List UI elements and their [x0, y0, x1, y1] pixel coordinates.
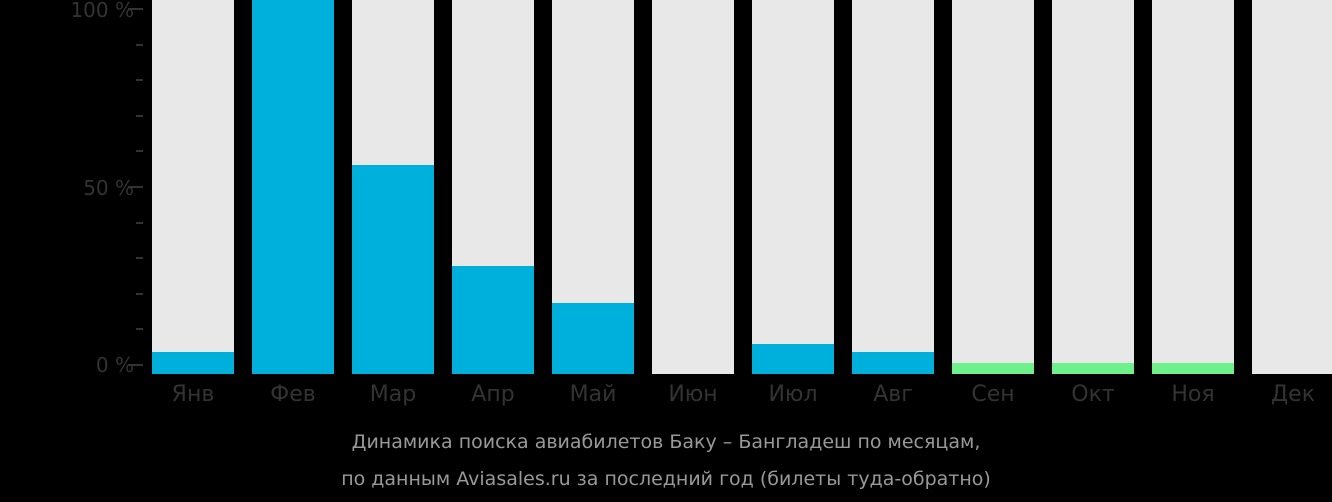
y-axis-tick	[128, 364, 143, 366]
bar-value-fill	[852, 351, 934, 374]
y-axis-tick	[136, 114, 143, 117]
bar-value-fill	[352, 164, 434, 374]
bar-value-fill	[1052, 362, 1134, 374]
y-axis-tick	[136, 221, 143, 224]
bar-12	[1252, 0, 1332, 374]
x-tick-label: Янв	[171, 382, 215, 407]
x-tick-label: Май	[569, 382, 617, 407]
y-tick-label-100: 100 %	[70, 0, 134, 22]
bar-3	[352, 0, 434, 374]
x-tick-label: Апр	[471, 382, 515, 407]
bar-1	[152, 0, 234, 374]
bar-5	[552, 0, 634, 374]
chart-caption-line2: по данным Aviasales.ru за последний год …	[341, 468, 991, 490]
bar-value-fill	[952, 362, 1034, 374]
bar-8	[852, 0, 934, 374]
y-axis-tick	[128, 186, 143, 188]
x-tick-label: Ноя	[1171, 382, 1215, 407]
x-tick-label: Июн	[668, 382, 718, 407]
bar-6	[652, 0, 734, 374]
bar-value-fill	[152, 351, 234, 374]
bar-9	[952, 0, 1034, 374]
bar-value-fill	[452, 265, 534, 374]
y-tick-label-50: 50 %	[83, 176, 134, 200]
y-axis-tick	[136, 328, 143, 331]
y-axis-tick	[136, 79, 143, 82]
y-axis-tick	[136, 150, 143, 153]
bar-4	[452, 0, 534, 374]
bar-2	[252, 0, 334, 374]
y-axis-tick	[136, 292, 143, 295]
bar-value-fill	[752, 344, 834, 374]
chart-caption-line1: Динамика поиска авиабилетов Баку – Бангл…	[351, 431, 981, 453]
x-tick-label: Дек	[1270, 382, 1315, 407]
bar-value-fill	[252, 0, 334, 374]
bar-value-fill	[1152, 362, 1234, 374]
y-tick-label-0: 0 %	[95, 353, 134, 377]
bar-10	[1052, 0, 1134, 374]
x-tick-label: Мар	[369, 382, 417, 407]
y-axis-tick	[128, 8, 143, 10]
bar-11	[1152, 0, 1234, 374]
x-tick-label: Окт	[1071, 382, 1115, 407]
x-tick-label: Сен	[971, 382, 1015, 407]
y-axis-tick	[136, 43, 143, 46]
bar-value-fill	[552, 302, 634, 374]
y-axis-tick	[136, 257, 143, 260]
x-tick-label: Июл	[768, 382, 818, 407]
x-tick-label: Фев	[270, 382, 316, 407]
bar-7	[752, 0, 834, 374]
x-tick-label: Авг	[873, 382, 913, 407]
